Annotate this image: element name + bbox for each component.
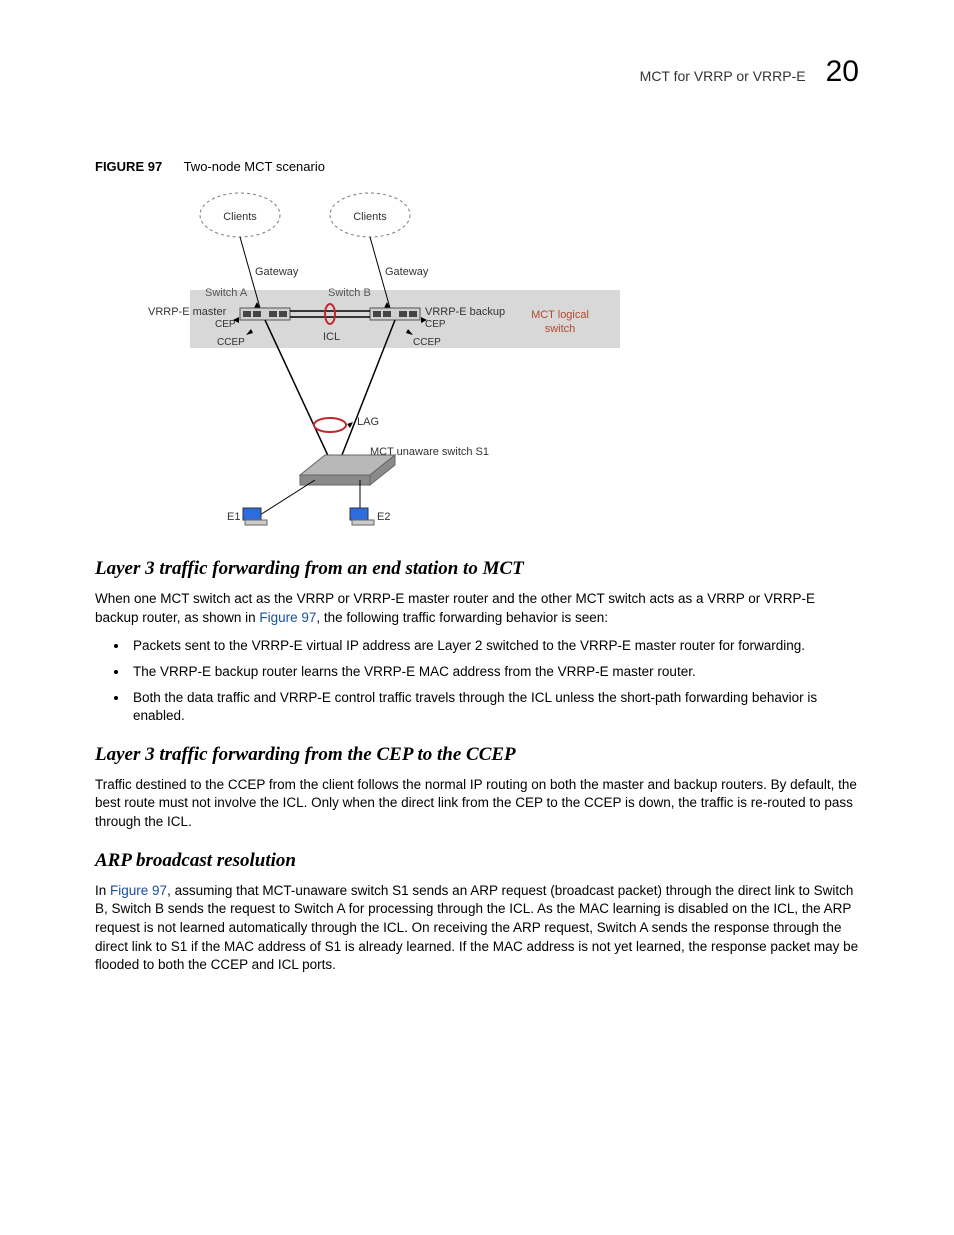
mct-logical-label-1: MCT logical — [531, 309, 589, 321]
section1-bullets: Packets sent to the VRRP-E virtual IP ad… — [95, 637, 859, 726]
heading-2: Layer 3 traffic forwarding from the CEP … — [95, 744, 859, 766]
section2-para: Traffic destined to the CCEP from the cl… — [95, 776, 859, 832]
clients-left-label: Clients — [223, 211, 257, 223]
figure-diagram: MCT logical switch Clients Clients Gatew… — [145, 180, 635, 540]
heading-3: ARP broadcast resolution — [95, 850, 859, 872]
bullet-1: Packets sent to the VRRP-E virtual IP ad… — [129, 637, 859, 656]
cep-a-label: CEP — [215, 319, 236, 330]
s1-post: , the following traffic forwarding behav… — [316, 610, 608, 625]
e1-pc-icon — [243, 508, 267, 525]
lag-ring-icon — [314, 418, 346, 432]
section1-para: When one MCT switch act as the VRRP or V… — [95, 590, 859, 627]
figure-label: FIGURE 97 — [95, 159, 162, 174]
e1-label: E1 — [227, 511, 240, 523]
bullet-3: Both the data traffic and VRRP-E control… — [129, 689, 859, 726]
switch-a-icon — [240, 308, 290, 320]
lag-label: LAG — [357, 416, 379, 428]
mct-unaware-label: MCT unaware switch S1 — [370, 446, 489, 458]
figure-title: Two-node MCT scenario — [184, 159, 325, 174]
clients-right-label: Clients — [353, 211, 387, 223]
gateway-left-label: Gateway — [255, 266, 299, 278]
vrrpe-master-label: VRRP-E master — [148, 306, 227, 318]
gateway-right-label: Gateway — [385, 266, 429, 278]
vrrpe-backup-label: VRRP-E backup — [425, 306, 505, 318]
figure-caption: FIGURE 97 Two-node MCT scenario — [95, 159, 859, 174]
arrow-lag — [347, 422, 353, 428]
e2-pc-icon — [350, 508, 374, 525]
cloud-left: Clients — [200, 193, 280, 237]
figure-xref-2[interactable]: Figure 97 — [110, 883, 167, 898]
cep-b-label: CEP — [425, 319, 446, 330]
s3-post: , assuming that MCT-unaware switch S1 se… — [95, 883, 858, 973]
ccep-a-label: CCEP — [217, 337, 245, 348]
heading-1: Layer 3 traffic forwarding from an end s… — [95, 558, 859, 580]
e2-label: E2 — [377, 511, 390, 523]
switch-a-label: Switch A — [205, 287, 248, 299]
figure-xref-1[interactable]: Figure 97 — [259, 610, 316, 625]
chapter-number: 20 — [826, 55, 859, 89]
icl-label: ICL — [323, 331, 340, 343]
ccep-b-label: CCEP — [413, 337, 441, 348]
switch-b-icon — [370, 308, 420, 320]
header-title: MCT for VRRP or VRRP-E — [640, 68, 806, 84]
bullet-2: The VRRP-E backup router learns the VRRP… — [129, 663, 859, 682]
section3-para: In Figure 97, assuming that MCT-unaware … — [95, 882, 859, 975]
s3-pre: In — [95, 883, 110, 898]
mct-logical-label-2: switch — [545, 323, 576, 335]
e1-link — [260, 480, 315, 515]
cloud-right: Clients — [330, 193, 410, 237]
page-header: MCT for VRRP or VRRP-E 20 — [95, 55, 859, 89]
switch-b-label: Switch B — [328, 287, 371, 299]
